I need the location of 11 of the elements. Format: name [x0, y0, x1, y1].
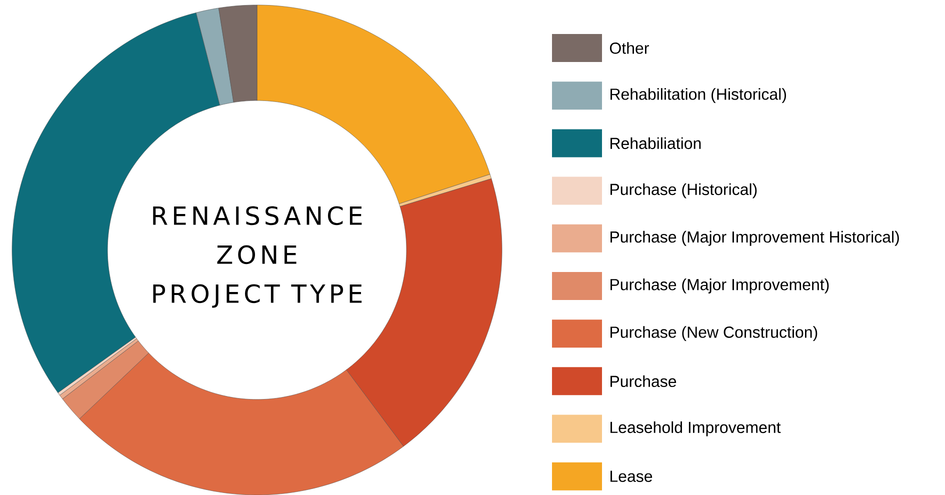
legend-label: Leasehold Improvement — [610, 421, 781, 436]
legend-label: Rehabiliation — [610, 137, 701, 149]
legend-label: Other — [610, 42, 649, 54]
text: RENAISSANCE ZONE PROJECT TYPE — [153, 206, 362, 308]
legend-label: Purchase (Major Improvement Historical) — [610, 230, 899, 246]
legend-label: Purchase — [610, 375, 676, 387]
legend-label: Purchase (Historical) — [610, 183, 757, 198]
legend-label: Lease — [610, 470, 652, 482]
legend-label: Purchase (Major Improvement) — [610, 278, 829, 294]
legend-label: Purchase (New Construction) — [610, 326, 818, 341]
legend-label: Rehabilitation (Historical) — [610, 88, 786, 103]
